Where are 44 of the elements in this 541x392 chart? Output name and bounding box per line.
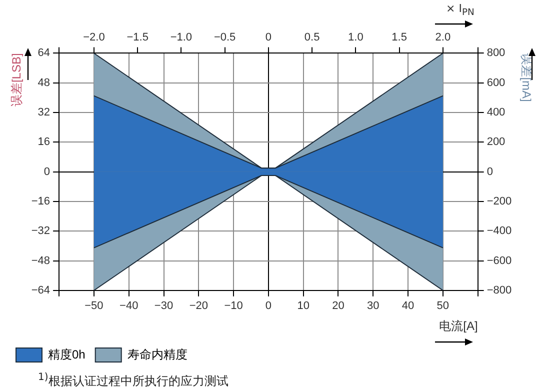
x-tick-label: −30 [154,300,174,312]
x-tick-label: 50 [436,300,450,312]
x2-tick-label: −1.0 [170,32,192,44]
x-tick-label: 20 [332,300,344,312]
x2-axis-title: × I$_{PN}$ [446,2,474,18]
y2-tick-label: −600 [486,254,512,267]
y-tick-label: 0 [44,166,50,178]
y-tick-label: 16 [38,136,50,148]
y2-tick-label: 800 [486,47,506,60]
y-axis-title: 误差[LSB] [10,53,24,107]
x-axis-title: 电流[A] [439,319,478,334]
y2-tick-label: −400 [486,225,512,238]
y2-tick-label: 0 [486,166,493,178]
y2-tick-label: 200 [486,136,506,148]
y-tick-label: 64 [38,47,50,60]
y-tick-label: −64 [31,284,50,296]
legend-label: 精度0h [48,347,86,362]
x2-tick-label: 1.5 [392,32,407,44]
y2-tick-label: 400 [486,106,506,119]
x2-tick-label: 1.0 [348,32,364,44]
x-tick-label: −10 [224,300,243,312]
y2-tick-label: −200 [486,195,512,208]
x2-tick-label: 0.5 [304,32,320,44]
y-tick-label: −48 [31,254,50,267]
legend-label: 寿命内精度 [127,347,188,362]
x2-tick-label: −1.5 [126,32,148,44]
x2-tick-label: −2.0 [83,32,105,44]
x2-tick-label: 0 [265,32,272,44]
y-tick-label: 32 [38,106,50,119]
y-tick-label: −32 [31,225,50,238]
text: $^{1)}$根据认证过程中所执行的应力测试 [38,372,228,390]
y2-tick-label: −800 [486,284,512,296]
y-tick-label: −16 [31,195,50,208]
x-tick-label: 40 [402,300,414,312]
x-tick-label: −20 [189,300,208,312]
y-tick-label: 48 [38,76,50,89]
x-tick-label: −50 [84,300,104,312]
x-tick-label: 0 [265,300,272,312]
x-tick-label: 30 [367,300,380,312]
x2-tick-label: −0.5 [214,32,236,44]
x-tick-label: 10 [297,300,310,312]
y2-tick-label: 600 [486,76,506,89]
x2-tick-label: 2.0 [435,32,451,44]
x-tick-label: −40 [120,300,138,312]
